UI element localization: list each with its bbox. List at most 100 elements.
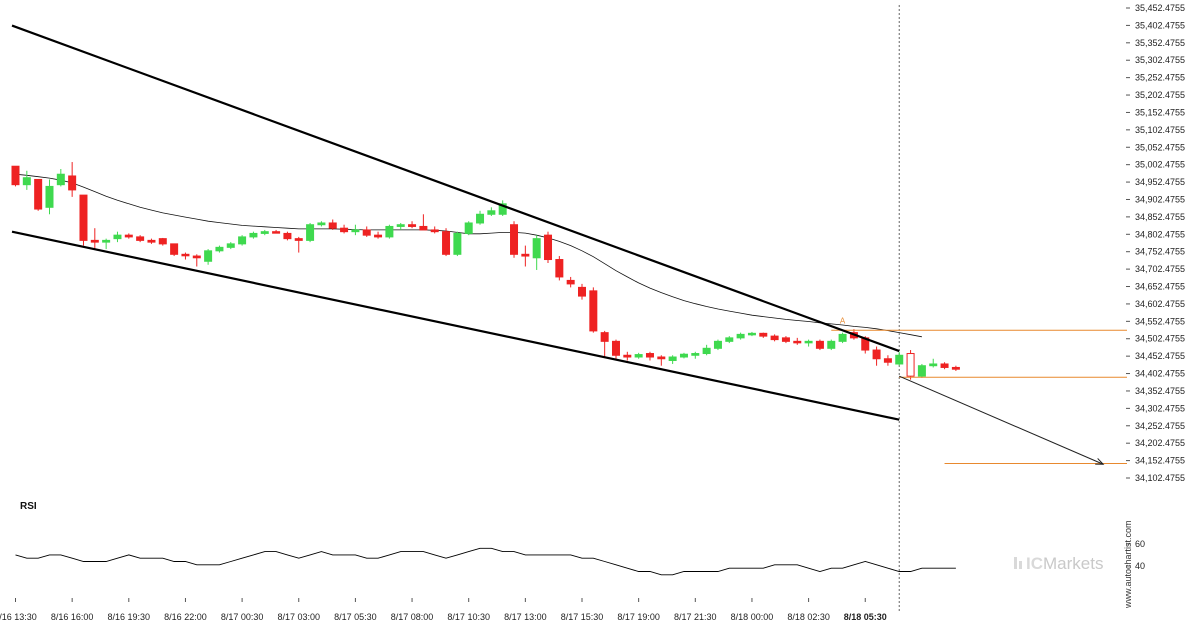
candle: [170, 243, 179, 255]
candle: [396, 224, 405, 227]
candle: [181, 253, 190, 257]
candle: [691, 353, 700, 356]
candle: [79, 194, 88, 241]
y-tick-label: 35,102.4755: [1135, 125, 1185, 135]
candle: [895, 354, 904, 365]
candle: [736, 333, 745, 339]
candle: [498, 203, 507, 215]
y-tick-label: 34,652.4755: [1135, 282, 1185, 292]
candle: [362, 229, 371, 236]
y-tick-label: 34,302.4755: [1135, 403, 1185, 413]
rsi-axis: 60 40: [1126, 539, 1145, 571]
candle: [634, 354, 643, 358]
candle: [374, 234, 383, 238]
candle: [430, 229, 439, 233]
candle: [815, 340, 824, 349]
rsi-tick-label: 40: [1135, 561, 1145, 571]
rsi-title: RSI: [20, 501, 37, 512]
candle: [906, 353, 915, 377]
y-axis: 35,452.4755 35,402.4755 35,352.4755 35,302.…: [1126, 3, 1185, 483]
candle: [645, 353, 654, 358]
x-tick-label: 8/17 15:30: [561, 612, 604, 622]
x-axis: 8/16 13:30 8/16 16:00 8/16 19:30 8/16 22:00…: [0, 598, 887, 622]
x-tick-label: 8/16 22:00: [164, 612, 207, 622]
x-tick-label: 8/17 19:00: [617, 612, 660, 622]
candle: [521, 253, 530, 257]
y-tick-label: 34,202.4755: [1135, 438, 1185, 448]
x-tick-label: 8/16 13:30: [0, 612, 37, 622]
rsi-panel: RSI: [15, 501, 956, 576]
y-tick-label: 34,352.4755: [1135, 386, 1185, 396]
candle: [124, 234, 133, 238]
x-tick-label: 8/17 10:30: [447, 612, 490, 622]
watermark: www.autochartist.com: [1123, 520, 1133, 609]
candle: [770, 335, 779, 341]
y-tick-label: 34,452.4755: [1135, 351, 1185, 361]
candle: [453, 232, 462, 255]
candle: [351, 229, 360, 233]
candle: [408, 224, 417, 227]
x-tick-label: 8/17 13:00: [504, 612, 547, 622]
candle: [781, 337, 790, 342]
price-panel: A: [11, 5, 1127, 612]
y-tick-label: 34,902.4755: [1135, 194, 1185, 204]
y-tick-label: 35,252.4755: [1135, 73, 1185, 83]
brand-logo: ICMarkets: [1014, 554, 1103, 573]
y-tick-label: 35,202.4755: [1135, 90, 1185, 100]
brand-ic: IC: [1026, 554, 1043, 573]
y-tick-label: 35,152.4755: [1135, 107, 1185, 117]
y-tick-label: 34,102.4755: [1135, 473, 1185, 483]
candle: [113, 234, 122, 240]
candle: [90, 239, 99, 243]
pattern-point-label: A: [840, 317, 846, 326]
candle: [102, 239, 111, 243]
rsi-line: [15, 547, 956, 576]
candle: [487, 210, 496, 215]
forecast-arrow: [899, 375, 1104, 465]
y-tick-label: 34,152.4755: [1135, 456, 1185, 466]
candle: [793, 340, 802, 344]
x-tick-label: 8/17 21:30: [674, 612, 717, 622]
candle: [917, 365, 926, 377]
candle: [328, 222, 337, 229]
candle: [192, 255, 201, 259]
candle: [589, 290, 598, 332]
candle: [464, 222, 473, 234]
candle: [532, 238, 541, 259]
candle: [68, 175, 77, 191]
candle: [566, 279, 575, 285]
candle: [136, 236, 145, 241]
candle: [611, 340, 620, 356]
y-tick-label: 34,802.4755: [1135, 229, 1185, 239]
x-tick-label: 8/17 00:30: [221, 612, 264, 622]
candle: [555, 259, 564, 278]
candle: [929, 363, 938, 367]
candle: [294, 238, 303, 241]
y-tick-label: 34,602.4755: [1135, 299, 1185, 309]
x-tick-label: 8/18 00:00: [731, 612, 774, 622]
x-tick-label: 8/18 05:30: [844, 612, 887, 622]
y-tick-label: 35,052.4755: [1135, 142, 1185, 152]
candle: [838, 333, 847, 342]
candle: [442, 231, 451, 255]
x-tick-label: 8/18 02:30: [787, 612, 830, 622]
candle: [147, 239, 156, 243]
y-tick-label: 34,252.4755: [1135, 421, 1185, 431]
x-tick-label: 8/16 19:30: [108, 612, 151, 622]
candle: [940, 363, 949, 368]
y-tick-label: 35,402.4755: [1135, 20, 1185, 30]
brand-name: ICMarkets: [1026, 554, 1103, 573]
candle: [204, 250, 213, 262]
candle: [238, 236, 247, 245]
candle: [56, 173, 65, 186]
candle: [510, 224, 519, 255]
candle: [713, 340, 722, 349]
candle: [578, 286, 586, 297]
candle: [827, 340, 836, 349]
brand-markets: Markets: [1043, 554, 1103, 573]
candle: [544, 234, 553, 261]
candle: [883, 358, 892, 363]
y-tick-label: 34,402.4755: [1135, 369, 1185, 379]
rsi-tick-label: 60: [1135, 539, 1145, 549]
candle: [725, 337, 734, 342]
